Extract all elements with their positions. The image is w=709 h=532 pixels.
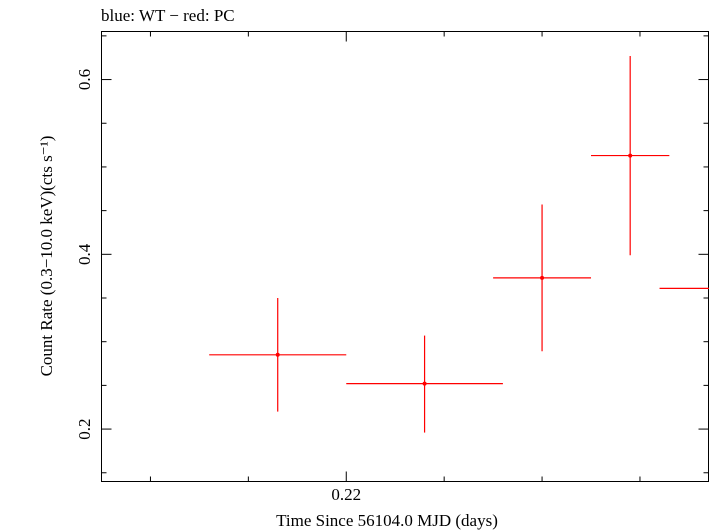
y-tick-label: 0.6 (75, 69, 94, 90)
point-marker (540, 275, 545, 280)
axis-tick-labels: 0.220.2250.230.20.40.6 (75, 69, 361, 504)
plot-frame (101, 31, 709, 482)
data-points (209, 55, 709, 433)
data-point (591, 55, 670, 256)
data-point (493, 204, 592, 352)
y-axis-label: Count Rate (0.3−10.0 keV)(cts s⁻¹) (37, 136, 56, 377)
data-point (209, 298, 347, 412)
x-tick-label: 0.22 (331, 485, 361, 504)
y-tick-label: 0.2 (75, 418, 94, 439)
y-tick-label: 0.4 (75, 243, 94, 265)
x-axis-label: Time Since 56104.0 MJD (days) (276, 511, 498, 530)
data-point (346, 335, 503, 433)
point-marker (275, 352, 280, 357)
axis-ticks (101, 31, 709, 482)
point-marker (628, 153, 633, 158)
chart-title: blue: WT − red: PC (101, 6, 235, 25)
data-point (659, 287, 709, 289)
point-marker (422, 381, 427, 386)
